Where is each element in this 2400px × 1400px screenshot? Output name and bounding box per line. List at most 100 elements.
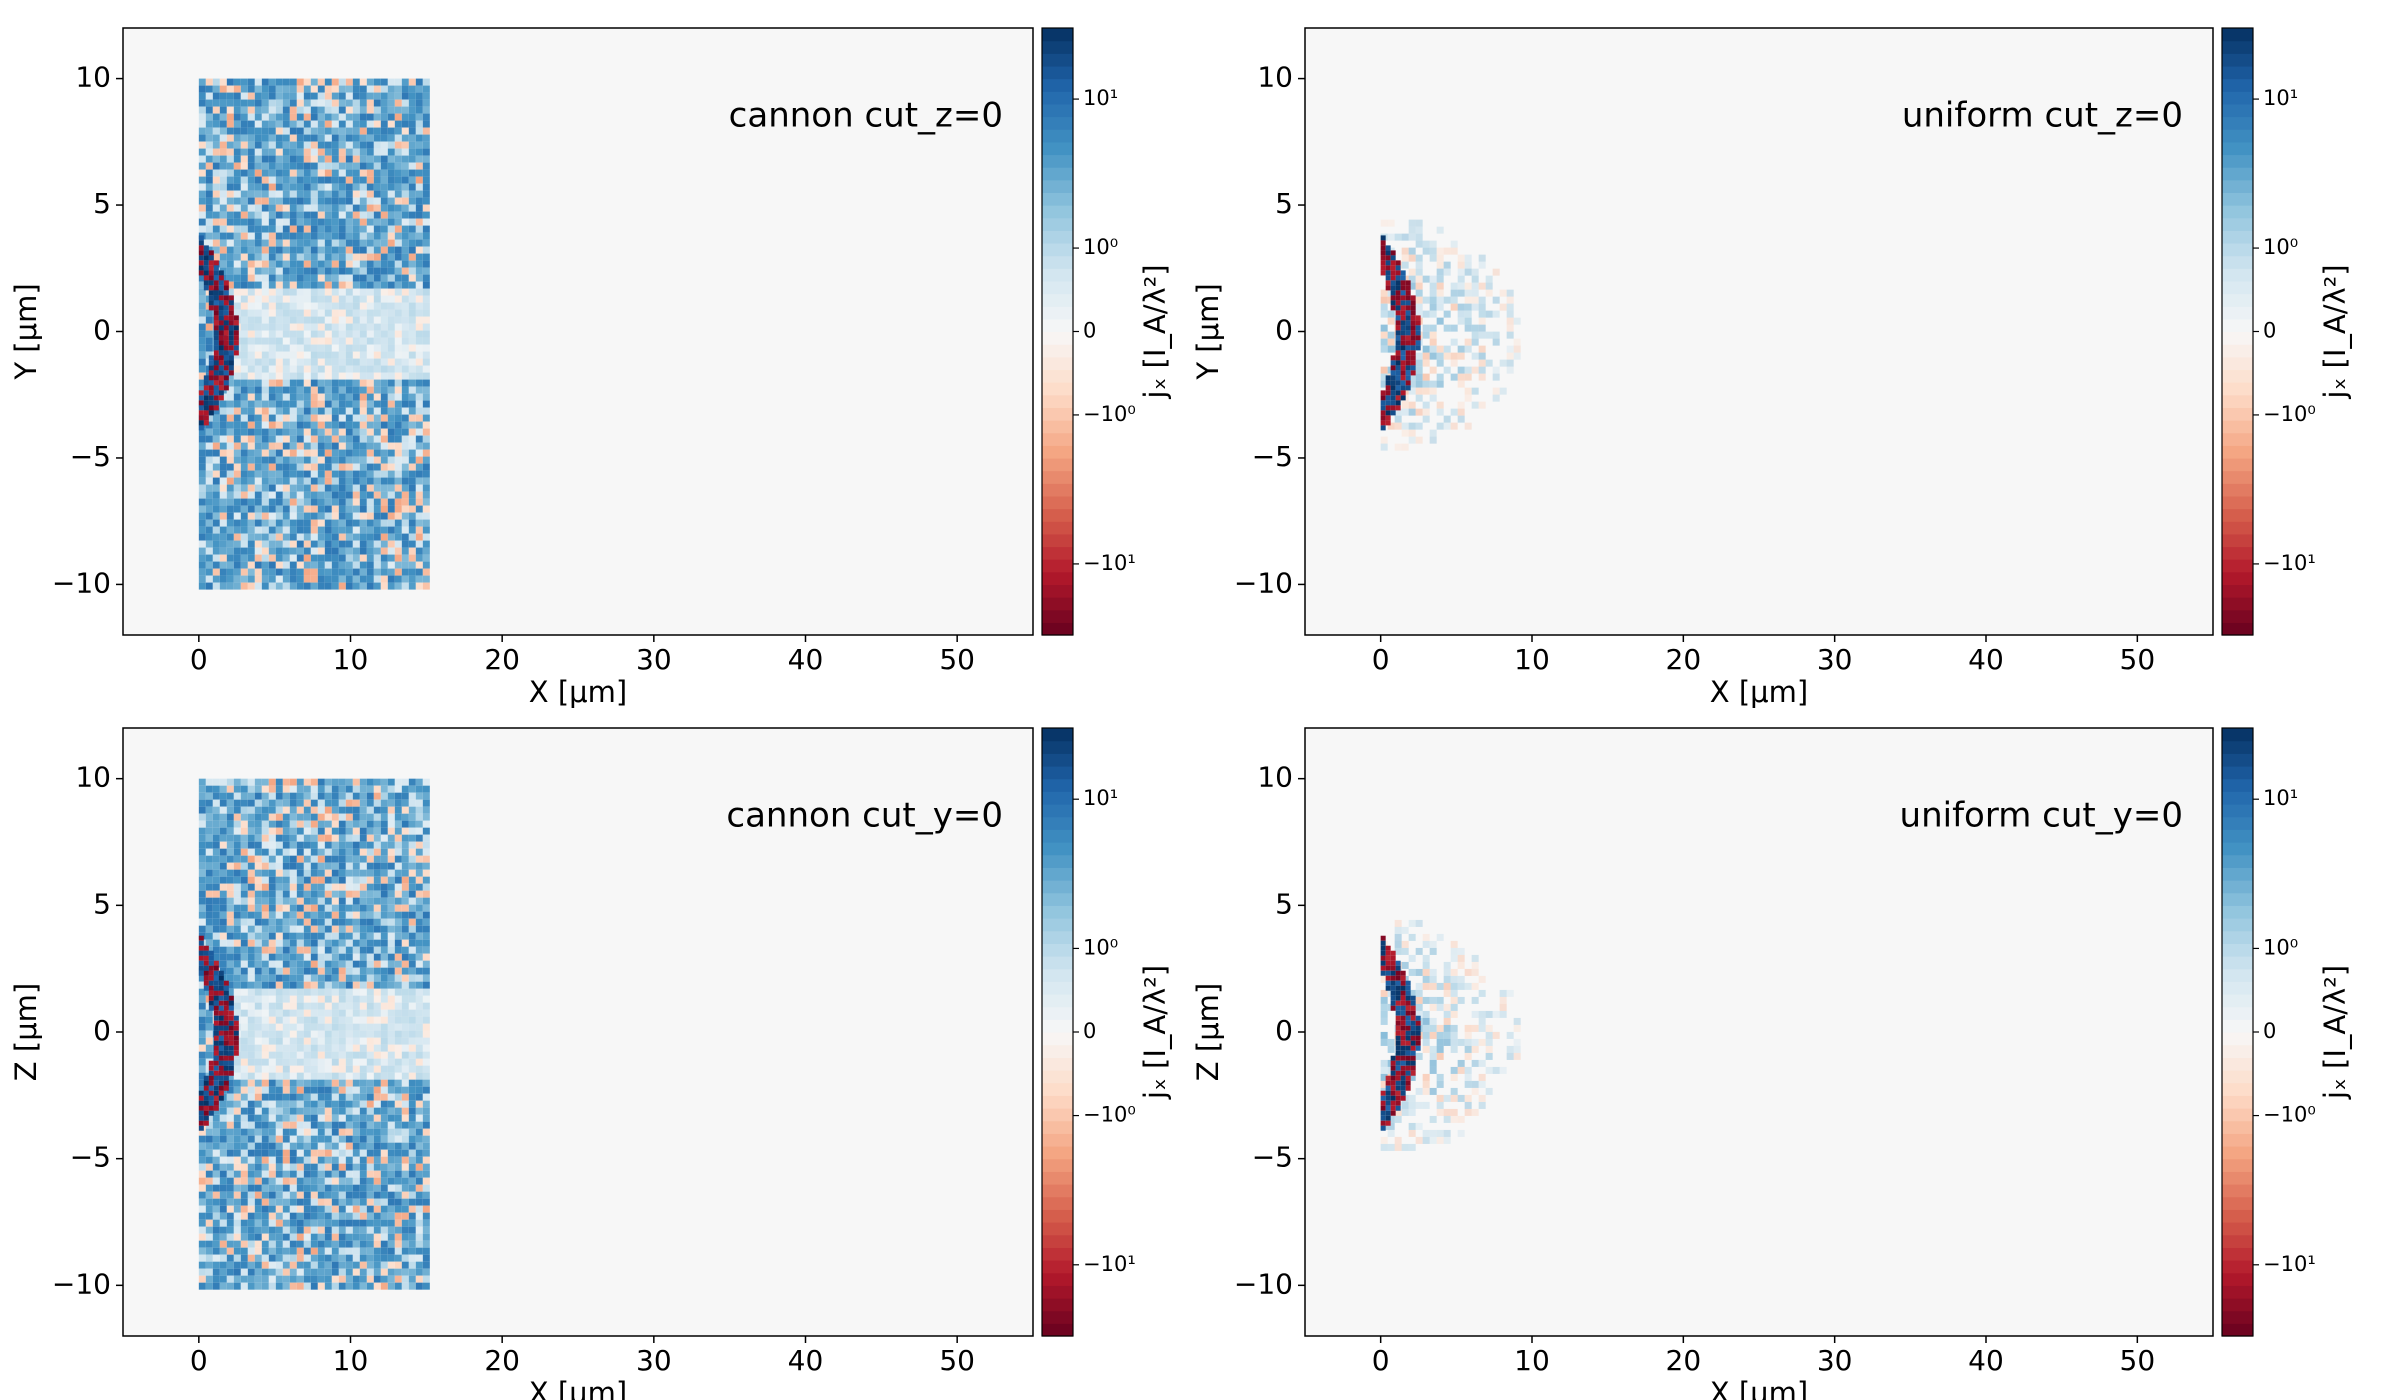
field-cell <box>282 890 290 898</box>
field-cell <box>247 127 255 135</box>
field-cell <box>1422 296 1430 304</box>
field-cell <box>373 547 381 555</box>
front-cell <box>1390 290 1396 296</box>
field-cell <box>268 1268 276 1276</box>
field-cell <box>310 134 318 142</box>
front-cell <box>1395 330 1401 336</box>
field-cell <box>366 834 374 842</box>
front-cell <box>223 285 229 291</box>
field-cell <box>380 428 388 436</box>
field-cell <box>352 512 360 520</box>
field-cell <box>359 1016 367 1024</box>
field-cell <box>226 1247 234 1255</box>
field-cell <box>394 582 402 590</box>
field-cell <box>303 932 311 940</box>
field-cell <box>275 134 283 142</box>
field-cell <box>373 99 381 107</box>
field-cell <box>324 162 332 170</box>
field-cell <box>394 253 402 261</box>
field-cell <box>247 1261 255 1269</box>
field-cell <box>261 939 269 947</box>
field-cell <box>289 127 297 135</box>
front-cell <box>228 320 234 326</box>
field-cell <box>373 204 381 212</box>
field-cell <box>394 428 402 436</box>
field-cell <box>324 827 332 835</box>
field-cell <box>198 512 206 520</box>
field-cell <box>331 351 339 359</box>
field-cell <box>345 421 353 429</box>
field-cell <box>352 358 360 366</box>
field-cell <box>380 393 388 401</box>
field-cell <box>380 582 388 590</box>
field-cell <box>1408 373 1416 381</box>
field-cell <box>366 337 374 345</box>
field-cell <box>345 1184 353 1192</box>
front-cell <box>1385 390 1391 396</box>
field-cell <box>240 1107 248 1115</box>
colorbar-band <box>1042 268 1073 282</box>
field-cell <box>422 554 430 562</box>
field-cell <box>338 274 346 282</box>
field-cell <box>289 526 297 534</box>
field-cell <box>275 365 283 373</box>
field-cell <box>205 141 213 149</box>
field-cell <box>331 477 339 485</box>
field-cell <box>331 1240 339 1248</box>
field-cell <box>240 113 248 121</box>
field-cell <box>1478 317 1486 325</box>
field-cell <box>268 344 276 352</box>
field-cell <box>296 498 304 506</box>
field-cell <box>275 484 283 492</box>
field-cell <box>408 218 416 226</box>
field-cell <box>359 582 367 590</box>
field-cell <box>352 113 360 121</box>
field-cell <box>373 344 381 352</box>
field-cell <box>303 1142 311 1150</box>
field-cell <box>310 855 318 863</box>
field-cell <box>394 351 402 359</box>
field-cell <box>317 267 325 275</box>
field-cell <box>268 120 276 128</box>
field-cell <box>289 981 297 989</box>
field-cell <box>331 260 339 268</box>
field-cell <box>226 967 234 975</box>
field-cell <box>289 134 297 142</box>
field-cell <box>212 197 220 205</box>
field-cell <box>261 1149 269 1157</box>
field-cell <box>1464 296 1472 304</box>
front-cell <box>1405 285 1411 291</box>
y-tick-label: −10 <box>1234 566 1293 599</box>
field-cell <box>352 274 360 282</box>
field-cell <box>373 358 381 366</box>
field-cell <box>352 820 360 828</box>
field-cell <box>268 288 276 296</box>
field-cell <box>1485 275 1493 283</box>
field-cell <box>198 155 206 163</box>
field-cell <box>1478 359 1486 367</box>
field-cell <box>345 435 353 443</box>
field-cell <box>254 575 262 583</box>
field-cell <box>310 1051 318 1059</box>
field-cell <box>422 561 430 569</box>
field-cell <box>275 561 283 569</box>
field-cell <box>352 806 360 814</box>
field-cell <box>338 484 346 492</box>
field-cell <box>303 211 311 219</box>
field-cell <box>212 106 220 114</box>
field-cell <box>352 1044 360 1052</box>
field-cell <box>331 1100 339 1108</box>
field-cell <box>212 442 220 450</box>
field-cell <box>226 1184 234 1192</box>
field-cell <box>212 463 220 471</box>
field-cell <box>422 344 430 352</box>
field-cell <box>394 106 402 114</box>
field-cell <box>303 309 311 317</box>
field-cell <box>261 995 269 1003</box>
field-cell <box>275 316 283 324</box>
field-cell <box>198 1275 206 1283</box>
field-cell <box>310 1128 318 1136</box>
field-cell <box>345 155 353 163</box>
field-cell <box>289 554 297 562</box>
colorbar-band <box>2222 571 2253 586</box>
